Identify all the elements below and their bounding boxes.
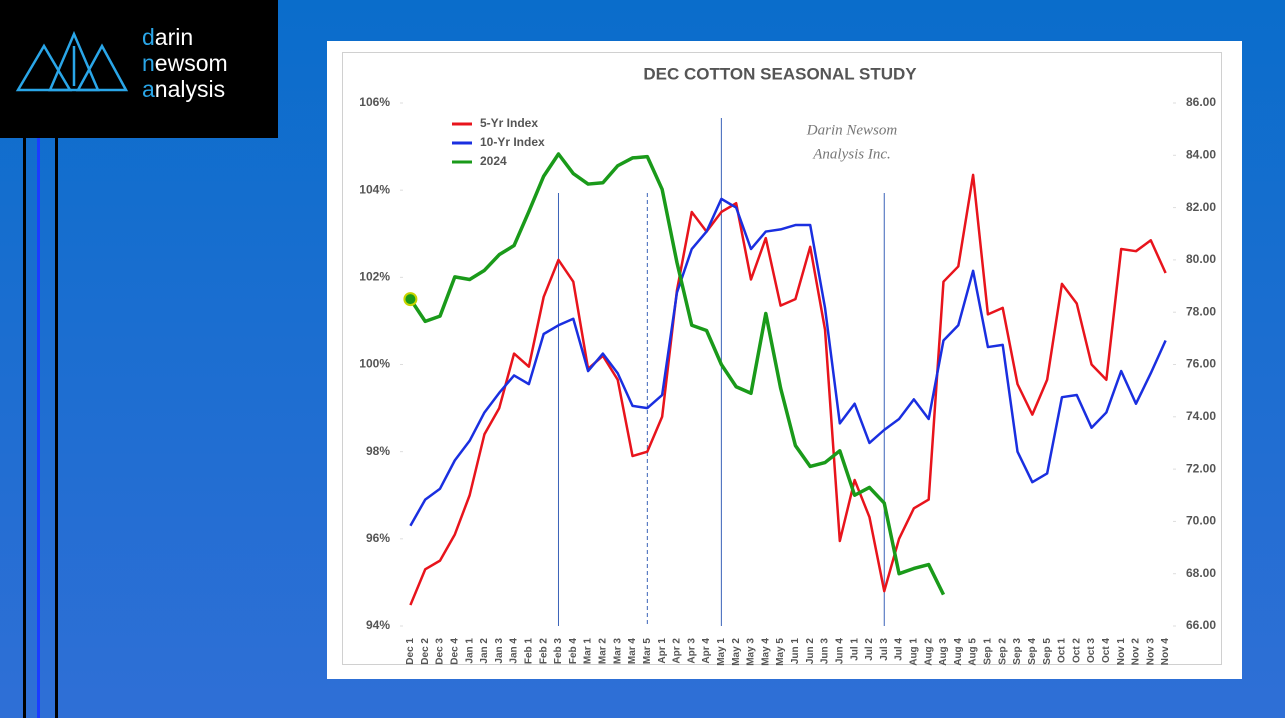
x-tick-label: Feb 3	[553, 638, 564, 665]
x-tick-label: Dec 4	[449, 638, 460, 665]
legend-label: 5-Yr Index	[480, 116, 538, 130]
x-tick-label: May 5	[775, 638, 786, 666]
x-tick-label: Sep 3	[1012, 638, 1023, 665]
series-line	[409, 173, 1167, 606]
x-tick-label: May 1	[716, 638, 727, 666]
x-tick-label: Aug 5	[968, 638, 979, 666]
y2-tick-label: 74.00	[1186, 409, 1216, 423]
chart: DEC COTTON SEASONAL STUDY Darin Newsom A…	[327, 41, 1242, 679]
x-tick-label: Mar 5	[642, 638, 653, 665]
x-tick-label: Mar 4	[627, 638, 638, 665]
x-tick-label: Sep 5	[1042, 638, 1053, 665]
x-tick-label: Feb 2	[538, 638, 549, 665]
legend-label: 10-Yr Index	[480, 135, 545, 149]
y2-tick-label: 82.00	[1186, 200, 1216, 214]
y-tick-label: 96%	[366, 531, 390, 545]
logo: darin newsom analysis	[0, 0, 278, 138]
x-tick-label: Sep 1	[983, 638, 994, 665]
x-tick-label: Sep 2	[997, 638, 1008, 665]
legend-label: 2024	[480, 154, 507, 168]
plot-border	[342, 52, 1222, 665]
x-tick-label: Aug 2	[923, 638, 934, 666]
y2-tick-label: 66.00	[1186, 618, 1216, 632]
y2-tick-label: 80.00	[1186, 252, 1216, 266]
logo-line: darin	[142, 24, 194, 50]
y-tick-label: 106%	[359, 95, 390, 109]
y-tick-label: 104%	[359, 182, 390, 196]
decor-bar	[55, 138, 58, 718]
x-tick-label: Apr 1	[657, 638, 668, 664]
y-tick-label: 100%	[359, 357, 390, 371]
x-tick-label: Jul 1	[849, 638, 860, 661]
watermark: Analysis Inc.	[812, 146, 890, 162]
x-tick-label: Apr 4	[701, 638, 712, 664]
x-tick-label: Mar 3	[612, 638, 623, 665]
x-tick-label: Oct 4	[1101, 638, 1112, 663]
x-tick-label: Aug 1	[909, 638, 920, 666]
x-tick-label: May 2	[731, 638, 742, 666]
x-tick-label: Dec 2	[420, 638, 431, 665]
x-tick-label: Jul 2	[864, 638, 875, 661]
y2-tick-label: 72.00	[1186, 461, 1216, 475]
x-tick-label: Nov 3	[1145, 638, 1156, 666]
logo-line: analysis	[142, 76, 226, 102]
x-tick-label: Oct 1	[1057, 638, 1068, 663]
x-tick-label: Jun 3	[820, 638, 831, 665]
y2-tick-label: 68.00	[1186, 566, 1216, 580]
chart-title: DEC COTTON SEASONAL STUDY	[643, 64, 917, 83]
y-tick-label: 102%	[359, 270, 390, 284]
x-tick-label: Jul 3	[879, 638, 890, 661]
chart-panel	[327, 41, 1242, 679]
start-point	[403, 292, 418, 307]
decor-bar	[23, 138, 26, 718]
y2-tick-label: 70.00	[1186, 514, 1216, 528]
x-tick-label: Jan 4	[509, 638, 520, 664]
x-tick-label: Apr 2	[672, 638, 683, 664]
x-tick-label: Oct 3	[1086, 638, 1097, 663]
x-tick-label: Sep 4	[1027, 638, 1038, 665]
logo-text: darin newsom analysis	[142, 24, 228, 102]
x-tick-label: Aug 3	[938, 638, 949, 666]
y-tick-label: 94%	[366, 618, 390, 632]
x-tick-label: Mar 2	[598, 638, 609, 665]
x-tick-label: Aug 4	[953, 638, 964, 666]
x-tick-label: Jan 3	[494, 638, 505, 664]
x-tick-label: Jun 4	[834, 638, 845, 665]
series-line	[408, 152, 946, 596]
x-tick-label: Feb 4	[568, 638, 579, 665]
decor-bar	[37, 138, 40, 718]
y-tick-label: 98%	[366, 444, 390, 458]
x-tick-label: Jun 2	[805, 638, 816, 665]
x-tick-label: Apr 3	[686, 638, 697, 664]
x-tick-label: Feb 1	[524, 638, 535, 665]
x-tick-label: Jul 4	[894, 638, 905, 661]
y2-tick-label: 76.00	[1186, 357, 1216, 371]
x-tick-label: Oct 2	[1071, 638, 1082, 663]
y2-tick-label: 84.00	[1186, 147, 1216, 161]
y2-tick-label: 86.00	[1186, 95, 1216, 109]
x-tick-label: Jan 2	[479, 638, 490, 664]
logo-line: newsom	[142, 50, 228, 76]
y2-tick-label: 78.00	[1186, 304, 1216, 318]
watermark: Darin Newsom	[806, 122, 898, 138]
x-tick-label: Dec 1	[405, 638, 416, 665]
x-tick-label: Jun 1	[790, 638, 801, 665]
series-line	[409, 197, 1167, 527]
x-tick-label: Nov 1	[1116, 638, 1127, 666]
x-tick-label: Jan 1	[464, 638, 475, 664]
x-tick-label: May 3	[746, 638, 757, 666]
x-tick-label: Mar 1	[583, 638, 594, 665]
x-tick-label: Nov 2	[1131, 638, 1142, 666]
logo-icon	[15, 30, 129, 92]
x-tick-label: May 4	[760, 638, 771, 666]
x-tick-label: Nov 4	[1160, 638, 1171, 666]
x-tick-label: Dec 3	[435, 638, 446, 665]
